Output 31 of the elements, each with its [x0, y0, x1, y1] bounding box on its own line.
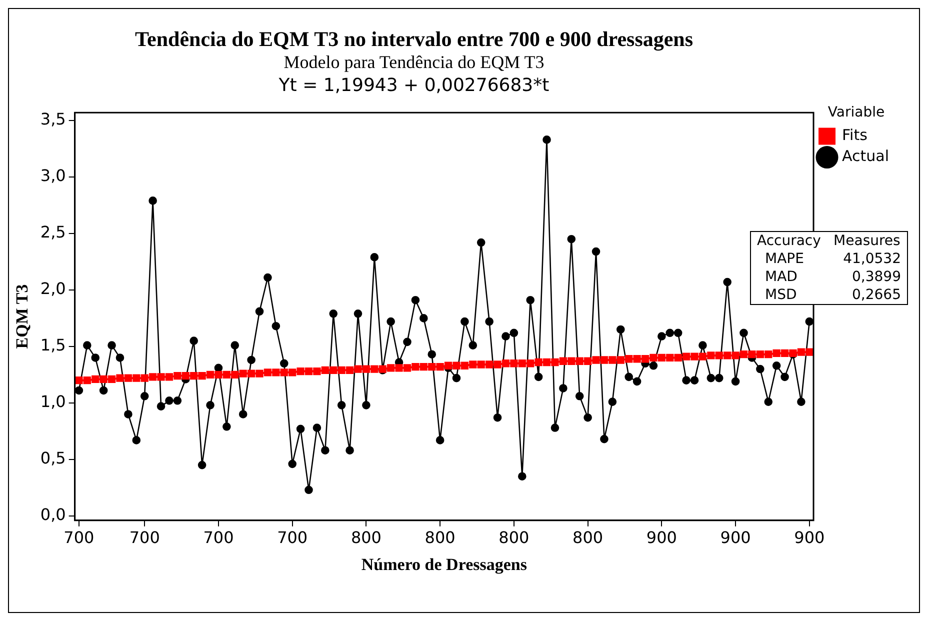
x-tick-label: 700 [64, 528, 94, 548]
text: Yt = 1,19943 + 0,00276683*t [278, 75, 550, 96]
y-tick-label: 3,5 [40, 110, 66, 129]
text: MAPE 41,0532 [765, 251, 901, 267]
x-tick-label: 900 [794, 528, 825, 548]
x-tick-label: 700 [277, 528, 308, 548]
legend-label: Fits [842, 126, 868, 144]
annotation: Accuracy Measures [756, 232, 902, 250]
legend-title: Variable [828, 104, 885, 121]
x-tick-label: 800 [498, 528, 530, 548]
x-tick-label: 700 [129, 528, 160, 548]
chart-subtitle: Modelo para Tendência do EQM T3 [282, 52, 546, 73]
y-tick-label: 1,5 [40, 336, 66, 355]
y-tick-label: 2,0 [40, 279, 66, 298]
y-tick-label: 1,0 [40, 392, 66, 412]
x-axis-title: Número de Dressagens [361, 555, 528, 574]
y-tick-label: 3,0 [40, 166, 66, 186]
text: MAD 0,3899 [765, 269, 901, 285]
chart-title: Tendência do EQM T3 no intervalo entre 700 e 900 dressagens [134, 27, 694, 52]
text: MSD 0,2665 [765, 287, 901, 303]
y-tick-label: 2,5 [40, 222, 66, 242]
x-tick-label: 800 [350, 528, 382, 548]
x-tick-label: 700 [203, 528, 234, 548]
x-tick-label: 900 [720, 528, 751, 548]
x-tick-label: 900 [646, 528, 677, 548]
y-tick-label: 0,0 [40, 505, 66, 524]
y-tick-label: 0,5 [40, 448, 66, 468]
legend-label: Actual [842, 147, 890, 166]
y-axis-title: EQM T3 [12, 284, 32, 349]
x-tick-label: 800 [424, 528, 456, 548]
x-tick-label: 800 [572, 528, 604, 548]
